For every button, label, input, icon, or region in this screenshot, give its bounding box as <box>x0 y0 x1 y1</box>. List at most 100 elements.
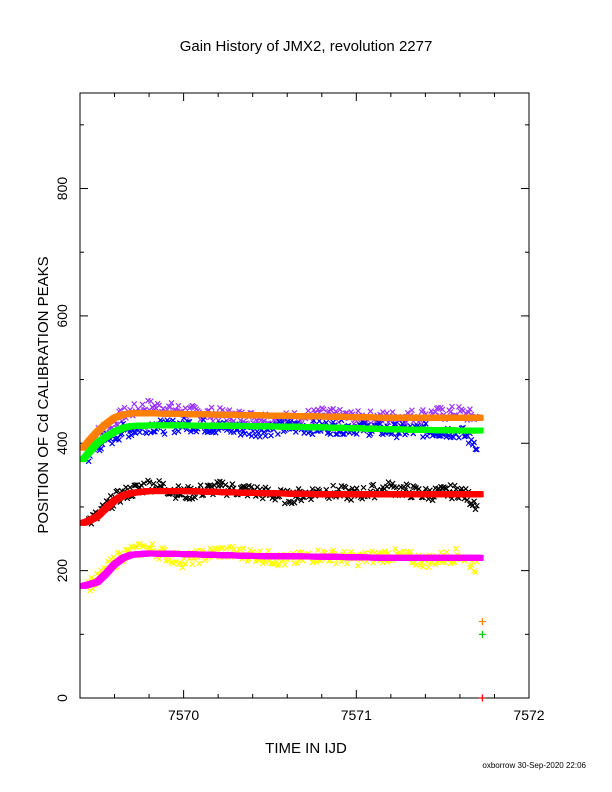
data-point <box>333 408 339 415</box>
data-point <box>399 420 406 427</box>
data-point <box>418 560 425 567</box>
data-point <box>453 545 460 552</box>
plus-point <box>478 618 486 626</box>
data-point <box>160 480 167 487</box>
data-point <box>87 587 93 594</box>
data-point <box>248 483 255 490</box>
data-point <box>320 406 327 413</box>
data-point <box>146 479 153 486</box>
data-point <box>257 433 263 440</box>
data-point <box>175 402 182 409</box>
y-tick-label: 400 <box>54 431 70 455</box>
data-point <box>109 440 116 447</box>
data-point <box>330 547 337 554</box>
data-point <box>422 420 429 427</box>
data-point <box>182 560 189 567</box>
data-point <box>315 406 321 413</box>
data-point <box>472 506 479 513</box>
data-point <box>218 545 225 551</box>
data-point <box>237 431 244 438</box>
footer-stamp: oxborrow 30-Sep-2020 22:06 <box>482 761 586 770</box>
data-point <box>292 429 299 435</box>
data-point <box>175 483 182 489</box>
series-3 <box>85 540 480 594</box>
data-point <box>257 548 263 555</box>
data-point <box>136 429 143 436</box>
series-2 <box>85 477 480 527</box>
data-point <box>274 431 281 437</box>
data-point <box>125 433 132 440</box>
data-point <box>219 406 226 413</box>
data-point <box>323 419 330 426</box>
series-4 <box>80 410 484 451</box>
data-point <box>265 548 272 554</box>
data-point <box>385 550 392 557</box>
data-point <box>152 428 158 435</box>
data-point <box>341 548 348 555</box>
data-point <box>156 402 163 409</box>
data-point <box>107 556 114 562</box>
data-point <box>262 559 269 565</box>
data-point <box>146 545 153 551</box>
data-point <box>393 434 400 441</box>
data-point <box>208 404 215 411</box>
data-point <box>156 477 163 484</box>
data-point <box>453 486 460 493</box>
x-tick-label: 7571 <box>341 707 372 723</box>
data-point <box>344 560 350 567</box>
data-point <box>279 418 285 425</box>
data-point <box>471 498 478 505</box>
data-point <box>88 574 95 581</box>
data-point <box>449 403 455 410</box>
data-point <box>407 548 414 555</box>
data-point <box>473 502 480 509</box>
plus-point <box>478 630 486 638</box>
fit-point <box>477 491 484 498</box>
data-point <box>294 560 301 567</box>
data-point <box>337 406 343 413</box>
data-point <box>360 484 367 491</box>
data-point <box>179 564 186 571</box>
data-point <box>229 481 236 487</box>
data-point <box>420 406 426 413</box>
data-point <box>425 564 432 571</box>
data-point <box>428 559 435 566</box>
data-point <box>439 406 446 413</box>
data-point <box>131 400 138 407</box>
data-point <box>223 417 230 424</box>
series-10 <box>478 694 486 702</box>
data-point <box>309 486 316 492</box>
data-point <box>286 498 292 505</box>
data-point <box>196 560 203 567</box>
data-point <box>348 496 355 503</box>
data-point <box>415 486 422 492</box>
data-point <box>216 404 223 411</box>
y-axis: 200 400 600 800 0 <box>54 124 529 702</box>
data-point <box>139 401 146 408</box>
fit-point <box>477 554 484 561</box>
y-tick-label: 800 <box>54 177 70 201</box>
data-point <box>132 482 139 489</box>
data-point <box>353 485 360 492</box>
data-point <box>161 431 168 438</box>
data-point <box>392 421 399 428</box>
data-point <box>313 559 320 565</box>
data-point <box>335 419 342 426</box>
data-point <box>389 409 396 416</box>
y-axis-label: POSITION OF Cd CALIBRATION PEAKS <box>35 256 52 533</box>
data-point <box>379 431 386 438</box>
series-6 <box>80 488 484 526</box>
x-axis-label: TIME IN IJD <box>265 740 347 757</box>
data-point <box>169 560 176 567</box>
data-point <box>355 562 361 569</box>
data-point <box>327 431 334 438</box>
data-point <box>149 541 156 547</box>
data-point <box>436 433 443 439</box>
data-point <box>330 482 337 489</box>
data-point <box>245 431 252 438</box>
data-point <box>420 563 426 570</box>
data-point <box>464 497 471 504</box>
data-point <box>189 561 196 568</box>
data-point <box>447 409 454 415</box>
